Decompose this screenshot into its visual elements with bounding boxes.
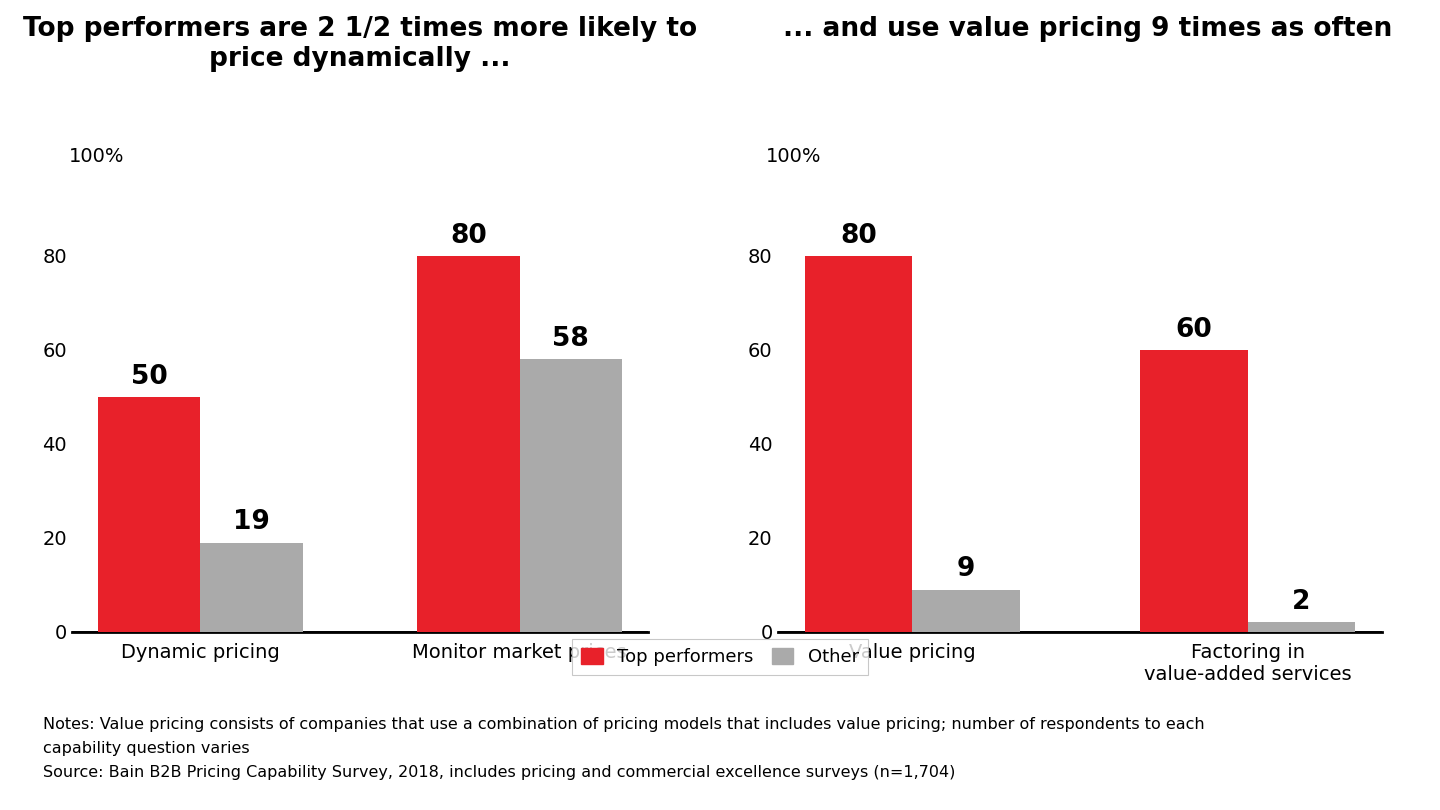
Text: Top performers are 2 1/2 times more likely to
price dynamically ...: Top performers are 2 1/2 times more like…	[23, 16, 697, 72]
Bar	[805, 256, 913, 632]
Bar	[418, 256, 520, 632]
Text: 9: 9	[956, 556, 975, 582]
Text: 100%: 100%	[69, 147, 125, 166]
Bar	[98, 397, 200, 632]
Text: 2: 2	[1292, 590, 1310, 616]
Text: ... and use value pricing 9 times as often: ... and use value pricing 9 times as oft…	[782, 16, 1392, 42]
Legend: Top performers, Other: Top performers, Other	[572, 639, 868, 676]
Text: 19: 19	[233, 509, 269, 535]
Text: 100%: 100%	[766, 147, 822, 166]
Bar	[520, 360, 622, 632]
Text: capability question varies: capability question varies	[43, 741, 249, 757]
Bar	[1140, 350, 1247, 632]
Text: Notes: Value pricing consists of companies that use a combination of pricing mod: Notes: Value pricing consists of compani…	[43, 717, 1205, 732]
Text: 58: 58	[553, 326, 589, 352]
Bar	[913, 590, 1020, 632]
Text: Source: Bain B2B Pricing Capability Survey, 2018, includes pricing and commercia: Source: Bain B2B Pricing Capability Surv…	[43, 765, 956, 781]
Text: 80: 80	[451, 223, 487, 249]
Bar	[1247, 622, 1355, 632]
Bar	[200, 543, 302, 632]
Text: 50: 50	[131, 364, 167, 390]
Text: 80: 80	[841, 223, 877, 249]
Text: 60: 60	[1175, 317, 1212, 343]
